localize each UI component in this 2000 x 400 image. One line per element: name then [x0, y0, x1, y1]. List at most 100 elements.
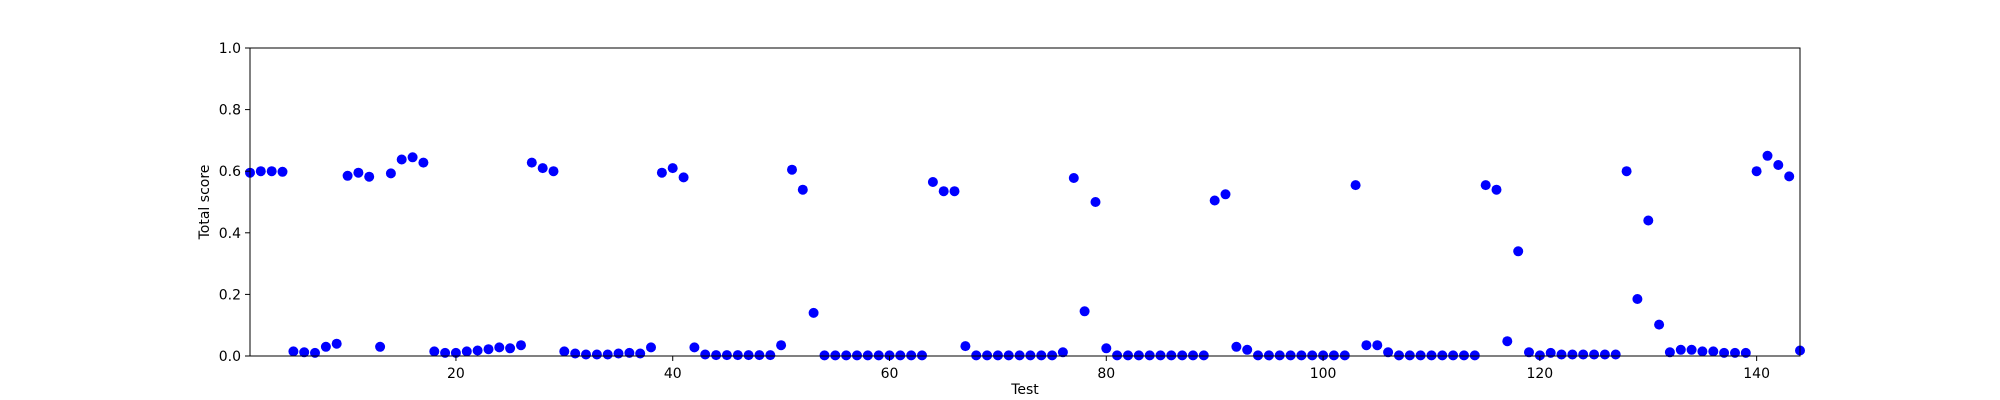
- plot-area: [250, 48, 1800, 356]
- data-point: [299, 347, 310, 358]
- data-point: [1578, 349, 1589, 360]
- data-point: [776, 340, 787, 351]
- data-point: [1459, 350, 1469, 361]
- data-point: [971, 350, 982, 361]
- data-point: [1773, 160, 1784, 170]
- y-tick-label: 0.0: [219, 349, 241, 365]
- x-tick-label: 20: [447, 366, 465, 382]
- data-point: [1654, 319, 1665, 330]
- x-tick-label: 60: [881, 366, 899, 382]
- data-point: [1708, 346, 1719, 357]
- data-point: [1036, 350, 1047, 361]
- data-point: [407, 152, 418, 163]
- data-point: [1101, 343, 1112, 354]
- data-point: [1339, 350, 1350, 361]
- y-tick-label: 0.6: [219, 164, 241, 180]
- data-point: [1513, 246, 1524, 257]
- x-axis-label: Test: [1010, 382, 1039, 398]
- data-point: [548, 166, 559, 177]
- x-axis-ticks: 20 40 60 80 100 120 140: [447, 356, 1770, 382]
- data-point: [526, 157, 537, 168]
- data-point: [1404, 350, 1415, 361]
- data-point: [1079, 306, 1090, 317]
- data-point: [1296, 350, 1307, 361]
- data-point: [1003, 350, 1014, 361]
- y-tick-label: 1.0: [219, 41, 241, 57]
- data-point: [700, 349, 711, 360]
- data-point: [1491, 184, 1502, 195]
- data-point: [440, 347, 451, 358]
- data-point: [1632, 294, 1643, 304]
- data-point: [1545, 347, 1556, 358]
- data-point: [1177, 350, 1188, 361]
- x-tick-label: 40: [664, 366, 682, 382]
- data-point: [581, 349, 591, 360]
- data-point: [1133, 350, 1144, 361]
- data-point: [1664, 347, 1675, 358]
- data-point: [1198, 350, 1209, 361]
- data-points: [245, 150, 1805, 361]
- data-point: [570, 348, 581, 359]
- data-point: [602, 349, 613, 360]
- data-point: [1740, 347, 1751, 358]
- x-tick-label: 140: [1743, 366, 1770, 382]
- data-point: [559, 346, 570, 357]
- data-point: [743, 350, 754, 361]
- data-point: [1263, 350, 1274, 361]
- data-point: [385, 168, 396, 179]
- data-point: [949, 186, 960, 197]
- data-point: [1242, 344, 1253, 355]
- data-point: [1155, 350, 1166, 361]
- data-point: [277, 166, 288, 177]
- data-point: [819, 350, 830, 361]
- data-point: [1697, 346, 1708, 357]
- data-point: [1047, 350, 1058, 361]
- data-point: [656, 167, 667, 178]
- data-point: [1188, 350, 1198, 361]
- data-point: [1025, 350, 1036, 361]
- data-point: [1231, 341, 1242, 352]
- data-point: [884, 350, 895, 361]
- data-point: [1090, 197, 1101, 207]
- data-point: [721, 350, 732, 361]
- data-point: [862, 350, 873, 361]
- data-point: [1361, 340, 1372, 351]
- data-point: [1437, 350, 1448, 361]
- data-point: [1253, 350, 1263, 361]
- data-point: [1426, 350, 1437, 361]
- data-point: [613, 348, 624, 359]
- data-point: [494, 342, 505, 353]
- data-point: [1328, 350, 1339, 361]
- data-point: [732, 350, 743, 361]
- data-point: [906, 350, 917, 361]
- data-point: [765, 350, 776, 361]
- data-point: [754, 350, 765, 361]
- data-point: [678, 172, 689, 183]
- data-point: [787, 164, 797, 175]
- data-point: [1480, 180, 1491, 191]
- data-point: [635, 348, 646, 359]
- data-point: [505, 343, 516, 354]
- data-point: [353, 167, 364, 178]
- data-point: [1719, 347, 1730, 358]
- data-point: [1762, 150, 1773, 161]
- data-point: [1123, 350, 1133, 361]
- y-tick-label: 0.4: [219, 226, 241, 242]
- data-point: [1751, 166, 1762, 177]
- data-point: [255, 166, 266, 177]
- data-point: [808, 307, 819, 318]
- data-point: [266, 166, 277, 177]
- data-point: [624, 347, 635, 358]
- data-point: [1556, 349, 1567, 360]
- data-point: [646, 342, 656, 353]
- y-tick-label: 0.8: [219, 103, 241, 119]
- data-point: [1166, 350, 1177, 361]
- y-axis-label: Total score: [197, 165, 213, 241]
- data-point: [1502, 336, 1513, 347]
- data-point: [1014, 350, 1025, 361]
- data-point: [841, 350, 852, 361]
- data-point: [429, 346, 440, 357]
- data-point: [1112, 350, 1123, 361]
- data-point: [1383, 347, 1394, 358]
